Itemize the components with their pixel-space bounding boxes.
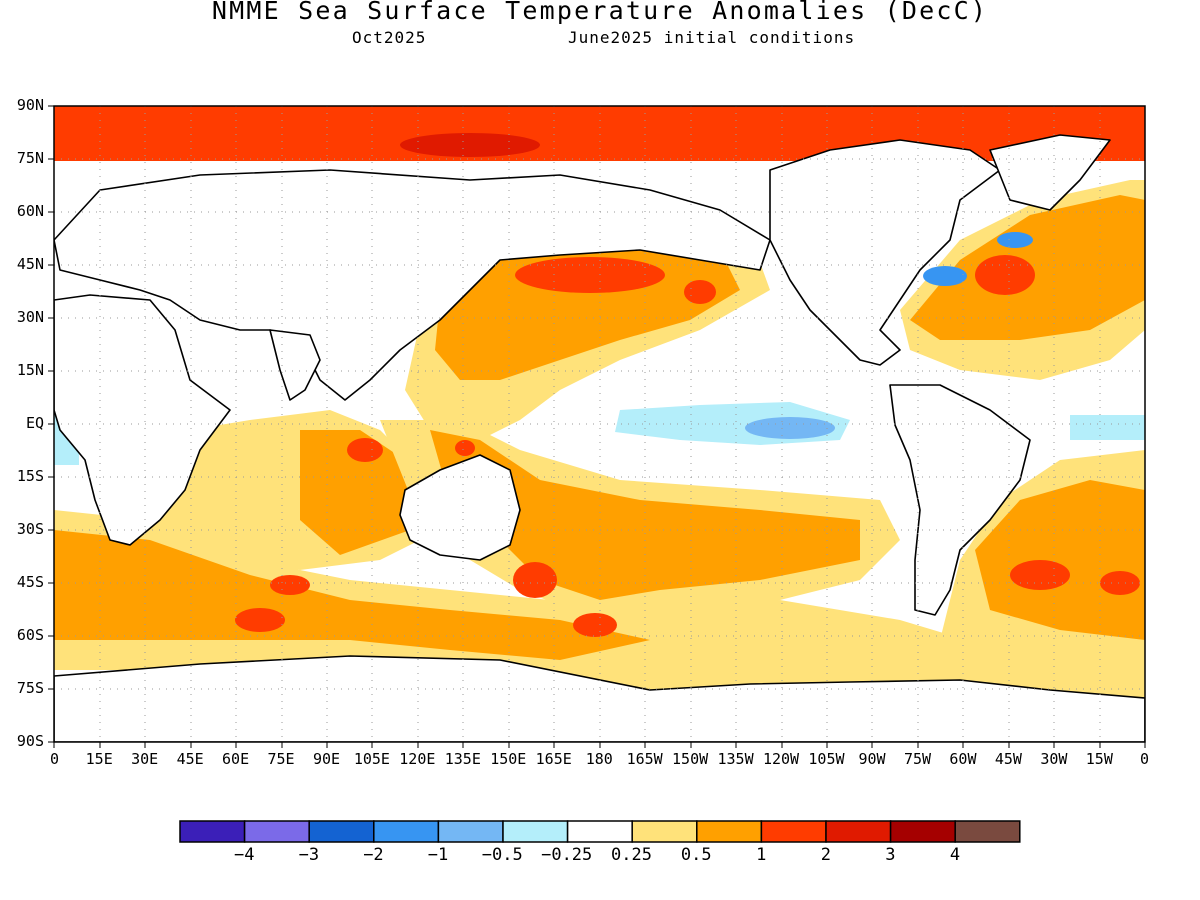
lon-label: 165E: [535, 750, 572, 768]
north-pacific-hotspot: [515, 257, 665, 293]
lon-label: 105W: [808, 750, 845, 768]
colorbar-swatch: [954, 820, 1021, 843]
colorbar-swatch: [437, 820, 504, 843]
lat-label: 75N: [16, 149, 44, 167]
lon-label: 75E: [267, 750, 295, 768]
lat-label: 45N: [16, 255, 44, 273]
eurasia-landmass: [54, 169, 771, 401]
south-atlantic-hotspot-2: [1100, 571, 1140, 595]
south-pacific-hotspot: [573, 613, 617, 637]
lon-label: 45W: [994, 750, 1022, 768]
lat-label: 45S: [16, 573, 44, 591]
sw-pacific-orange-region: [430, 430, 860, 600]
lat-label: 90S: [16, 732, 44, 750]
south-atlantic-orange-region: [975, 480, 1145, 640]
colorbar-swatch: [502, 820, 569, 843]
colorbar-label: −0.5: [481, 845, 523, 865]
lat-label: 30N: [16, 308, 44, 326]
indian-ocean-hotspot: [347, 438, 383, 462]
landmasses: [54, 134, 1145, 742]
south-america-landmass: [889, 384, 1031, 616]
colorbar-label: 3: [885, 845, 896, 865]
greenland-landmass: [989, 134, 1111, 211]
north-pacific-hotspot-2: [684, 280, 716, 304]
labrador-cold-spot: [997, 232, 1033, 248]
lon-label: 150W: [672, 750, 709, 768]
lon-label: 45E: [176, 750, 204, 768]
lon-label: 120E: [399, 750, 436, 768]
lon-label: 60E: [222, 750, 250, 768]
australia-landmass: [399, 454, 521, 561]
southern-ocean-hotspot: [235, 608, 285, 632]
southern-ocean-hotspot-2: [270, 575, 310, 595]
indian-ocean-orange-region: [300, 430, 420, 555]
lat-label: 60N: [16, 202, 44, 220]
colorbar-label: 0.5: [680, 845, 712, 865]
colorbar-swatch: [243, 820, 310, 843]
colorbar-label: 0.25: [611, 845, 652, 865]
equatorial-pacific-cold-core: [745, 417, 835, 439]
colorbar-swatch: [889, 820, 956, 843]
lon-label: 120W: [762, 750, 800, 768]
lon-label: 0: [1140, 750, 1150, 768]
lon-label: 135W: [717, 750, 754, 768]
india-peninsula: [269, 329, 321, 401]
lon-label: 0: [50, 750, 60, 768]
lon-label: 75W: [903, 750, 932, 768]
colorbar-label: −2: [363, 845, 384, 865]
colorbar-label: 2: [820, 845, 831, 865]
lon-label: 30E: [131, 750, 159, 768]
chart-title: NMME Sea Surface Temperature Anomalies (…: [211, 0, 989, 25]
lon-label: 165W: [626, 750, 663, 768]
lon-label: 90W: [858, 750, 886, 768]
colorbar-swatch: [179, 820, 246, 843]
colorbar-label: 1: [756, 845, 767, 865]
antarctica-landmass: [54, 655, 1145, 742]
lat-label: 30S: [16, 520, 44, 538]
africa-landmass: [54, 294, 231, 546]
lat-label: EQ: [25, 414, 44, 432]
lat-label: 75S: [16, 679, 44, 697]
colorbar-swatch: [825, 820, 892, 843]
colorbar-swatch: [308, 820, 375, 843]
lon-label: 30W: [1040, 750, 1068, 768]
north-america-landmass: [769, 139, 1001, 366]
colorbar-swatch: [373, 820, 440, 843]
lon-label: 135E: [444, 750, 481, 768]
lat-label: 60S: [16, 626, 44, 644]
valid-month-label: Oct2025: [352, 28, 427, 47]
tropical-atlantic-cool-region: [1070, 415, 1145, 440]
maritime-hotspot: [455, 440, 475, 456]
lat-label: 90N: [16, 96, 44, 114]
init-conditions-label: June2025 initial conditions: [568, 28, 856, 47]
tasman-hotspot: [513, 562, 557, 598]
lat-label: 15N: [16, 361, 44, 379]
colorbar-label: 4: [949, 845, 961, 865]
lat-label: 15S: [16, 467, 44, 485]
southern-ocean-orange-region: [54, 530, 650, 660]
north-pacific-orange-region: [435, 235, 740, 380]
arctic-hotspot: [400, 133, 540, 157]
lon-label: 15E: [85, 750, 113, 768]
colorbar-swatch: [696, 820, 763, 843]
lon-label: 150E: [490, 750, 527, 768]
lon-label: 180: [585, 750, 613, 768]
lon-label: 105E: [353, 750, 390, 768]
colorbar-swatch: [631, 820, 698, 843]
colorbar-swatch: [760, 820, 827, 843]
lon-label: 60W: [949, 750, 977, 768]
colorbar-swatch: [566, 820, 633, 843]
lon-label: 90E: [312, 750, 341, 768]
colorbar-label: −4: [234, 845, 255, 865]
gulf-stream-cold-spot: [923, 266, 967, 286]
colorbar-label: −1: [427, 845, 449, 865]
colorbar-label: −3: [298, 845, 320, 865]
map-ticks: [48, 105, 1146, 748]
colorbar-label: −0.25: [541, 845, 593, 865]
lon-label: 15W: [1085, 750, 1113, 768]
